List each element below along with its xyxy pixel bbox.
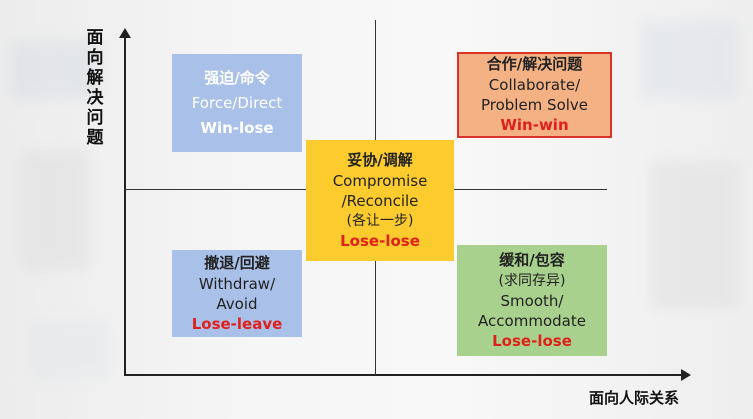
collaborate-english-2: Problem Solve xyxy=(480,96,589,114)
withdraw-english-2: Avoid xyxy=(216,294,258,313)
smooth-english-2: Accommodate xyxy=(478,311,586,330)
smooth-title: 缓和/包容 xyxy=(499,250,565,269)
smooth-note: (求同存异) xyxy=(498,272,566,289)
quadrant-collaborate: 合作/解决问题 Collaborate/ Problem Solve Win-w… xyxy=(457,52,612,138)
compromise-english-2: /Reconcile xyxy=(341,191,419,210)
x-axis-arrow xyxy=(124,369,691,381)
withdraw-result: Lose-leave xyxy=(191,314,283,333)
compromise-result: Lose-lose xyxy=(340,231,420,250)
quadrant-compromise: 妥协/调解 Compromise /Reconcile (各让一步) Lose-… xyxy=(306,140,454,261)
quadrant-smooth: 缓和/包容 (求同存异) Smooth/ Accommodate Lose-lo… xyxy=(457,245,607,356)
quadrant-withdraw: 撤退/回避 Withdraw/ Avoid Lose-leave xyxy=(172,250,302,337)
y-axis-label: 面向解决问题 xyxy=(86,28,104,148)
collaborate-title: 合作/解决问题 xyxy=(486,55,583,73)
force-result: Win-lose xyxy=(200,118,274,137)
collaborate-english-1: Collaborate/ xyxy=(488,76,581,94)
quadrant-force: 强迫/命令 Force/Direct Win-lose xyxy=(172,54,302,152)
x-axis-label: 面向人际关系 xyxy=(589,389,680,407)
smooth-english-1: Smooth/ xyxy=(500,291,564,310)
compromise-title: 妥协/调解 xyxy=(347,150,413,169)
force-title: 强迫/命令 xyxy=(204,68,270,87)
force-english: Force/Direct xyxy=(191,93,283,112)
withdraw-english-1: Withdraw/ xyxy=(198,274,276,293)
smooth-result: Lose-lose xyxy=(492,331,572,350)
y-axis-arrow xyxy=(119,28,131,376)
withdraw-title: 撤退/回避 xyxy=(204,253,270,272)
collaborate-result: Win-win xyxy=(500,116,569,134)
compromise-english-1: Compromise xyxy=(332,171,428,190)
compromise-note: (各让一步) xyxy=(346,212,414,229)
